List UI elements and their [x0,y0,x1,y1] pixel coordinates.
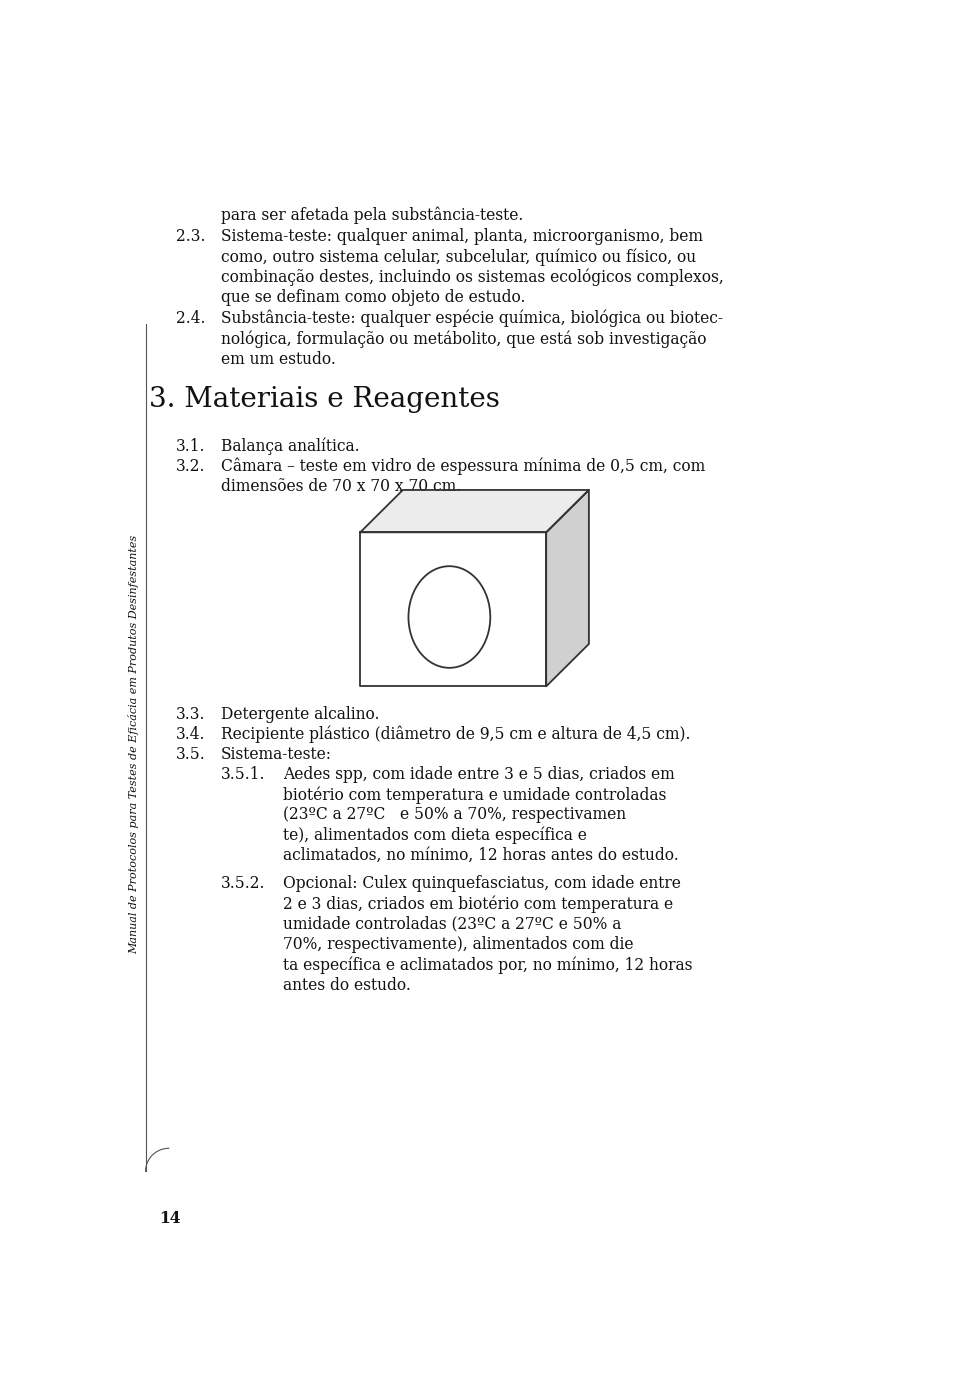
Text: Manual de Protocolos para Testes de Eficácia em Produtos Desinfestantes: Manual de Protocolos para Testes de Efic… [128,534,139,954]
Text: (23ºC a 27ºC   e 50% a 70%, respectivamen: (23ºC a 27ºC e 50% a 70%, respectivamen [283,806,626,823]
Text: dimensões de 70 x 70 x 70 cm.: dimensões de 70 x 70 x 70 cm. [221,477,461,496]
Text: Substância-teste: qualquer espécie química, biológica ou biotec-: Substância-teste: qualquer espécie quími… [221,310,723,328]
Text: 2 e 3 dias, criados em biotério com temperatura e: 2 e 3 dias, criados em biotério com temp… [283,895,673,913]
Text: 70%, respectivamente), alimentados com die: 70%, respectivamente), alimentados com d… [283,936,634,954]
Text: 3. Materiais e Reagentes: 3. Materiais e Reagentes [150,386,500,414]
Text: Recipiente plástico (diâmetro de 9,5 cm e altura de 4,5 cm).: Recipiente plástico (diâmetro de 9,5 cm … [221,726,690,743]
Text: nológica, formulação ou metábolito, que está sob investigação: nológica, formulação ou metábolito, que … [221,330,707,347]
Text: 14: 14 [158,1210,180,1227]
Text: 3.5.: 3.5. [176,745,205,762]
Polygon shape [360,533,546,686]
Text: 3.4.: 3.4. [176,726,205,743]
Text: Opcional: Culex quinquefasciatus, com idade entre: Opcional: Culex quinquefasciatus, com id… [283,874,681,892]
Text: 3.5.2.: 3.5.2. [221,874,265,892]
Text: 3.3.: 3.3. [176,705,205,723]
Text: Sistema-teste: qualquer animal, planta, microorganismo, bem: Sistema-teste: qualquer animal, planta, … [221,228,703,246]
Text: Câmara – teste em vidro de espessura mínima de 0,5 cm, com: Câmara – teste em vidro de espessura mín… [221,458,705,475]
Text: aclimatados, no mínimo, 12 horas antes do estudo.: aclimatados, no mínimo, 12 horas antes d… [283,847,679,865]
Text: 2.4.: 2.4. [176,310,205,326]
Text: Balança analítica.: Balança analítica. [221,437,359,455]
Text: biotério com temperatura e umidade controladas: biotério com temperatura e umidade contr… [283,786,666,804]
Text: 3.2.: 3.2. [176,458,205,475]
Text: em um estudo.: em um estudo. [221,351,336,368]
Text: que se definam como objeto de estudo.: que se definam como objeto de estudo. [221,289,525,307]
Text: te), alimentados com dieta específica e: te), alimentados com dieta específica e [283,827,587,844]
Text: Aedes spp, com idade entre 3 e 5 dias, criados em: Aedes spp, com idade entre 3 e 5 dias, c… [283,766,675,783]
Text: umidade controladas (23ºC a 27ºC e 50% a: umidade controladas (23ºC a 27ºC e 50% a [283,916,621,933]
Text: combinação destes, incluindo os sistemas ecológicos complexos,: combinação destes, incluindo os sistemas… [221,269,724,286]
Text: Sistema-teste:: Sistema-teste: [221,745,332,762]
Text: como, outro sistema celular, subcelular, químico ou físico, ou: como, outro sistema celular, subcelular,… [221,248,696,266]
Polygon shape [546,490,588,686]
Text: para ser afetada pela substância-teste.: para ser afetada pela substância-teste. [221,207,523,223]
Text: 3.1.: 3.1. [176,437,205,455]
Text: 2.3.: 2.3. [176,228,205,246]
Text: ta específica e aclimatados por, no mínimo, 12 horas: ta específica e aclimatados por, no míni… [283,956,692,974]
Text: Detergente alcalino.: Detergente alcalino. [221,705,379,723]
Text: antes do estudo.: antes do estudo. [283,977,411,994]
Text: 3.5.1.: 3.5.1. [221,766,265,783]
Polygon shape [360,490,588,533]
